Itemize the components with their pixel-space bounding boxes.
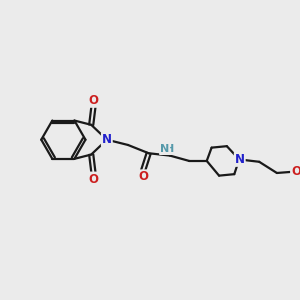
Text: N: N (102, 133, 112, 146)
Text: O: O (138, 170, 148, 183)
Text: N: N (235, 153, 245, 166)
Text: H: H (165, 144, 175, 154)
Text: N: N (160, 144, 169, 154)
Text: O: O (88, 94, 99, 107)
Text: O: O (88, 172, 99, 185)
Text: O: O (291, 165, 300, 178)
